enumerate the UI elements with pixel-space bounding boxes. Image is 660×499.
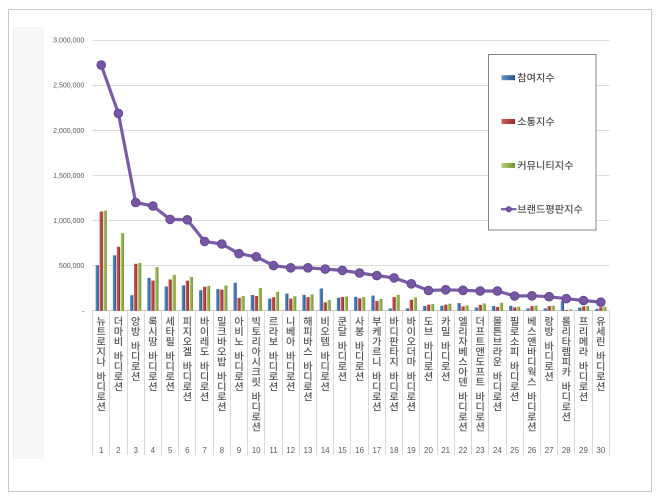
svg-text:6: 6	[185, 446, 190, 455]
svg-text:25: 25	[510, 446, 519, 455]
svg-text:28: 28	[562, 446, 571, 455]
svg-text:30: 30	[596, 446, 605, 455]
svg-text:21: 21	[441, 446, 450, 455]
svg-text:5: 5	[168, 446, 173, 455]
svg-text:10: 10	[252, 446, 261, 455]
svg-text:27: 27	[545, 446, 554, 455]
svg-text:12: 12	[286, 446, 295, 455]
svg-text:1,500,000: 1,500,000	[53, 173, 84, 180]
svg-text:11: 11	[269, 446, 278, 455]
svg-text:20: 20	[424, 446, 433, 455]
svg-text:19: 19	[407, 446, 416, 455]
svg-text:3,000,000: 3,000,000	[53, 38, 84, 45]
svg-text:2,500,000: 2,500,000	[53, 83, 84, 90]
svg-text:4: 4	[151, 446, 156, 455]
svg-text:15: 15	[338, 446, 347, 455]
svg-text:-: -	[82, 308, 85, 315]
svg-text:22: 22	[459, 446, 468, 455]
svg-text:16: 16	[355, 446, 364, 455]
svg-text:26: 26	[527, 446, 536, 455]
svg-text:3: 3	[133, 446, 138, 455]
svg-text:1,000,000: 1,000,000	[53, 218, 84, 225]
svg-text:13: 13	[303, 446, 312, 455]
svg-text:9: 9	[237, 446, 242, 455]
svg-text:1: 1	[99, 446, 104, 455]
svg-text:8: 8	[220, 446, 225, 455]
svg-text:7: 7	[202, 446, 207, 455]
svg-text:14: 14	[321, 446, 330, 455]
svg-text:24: 24	[493, 446, 502, 455]
svg-text:17: 17	[372, 446, 381, 455]
svg-text:2,000,000: 2,000,000	[53, 128, 84, 135]
svg-text:500,000: 500,000	[59, 263, 84, 270]
svg-text:2: 2	[116, 446, 121, 455]
svg-text:23: 23	[476, 446, 485, 455]
svg-text:29: 29	[579, 446, 588, 455]
svg-text:18: 18	[390, 446, 399, 455]
